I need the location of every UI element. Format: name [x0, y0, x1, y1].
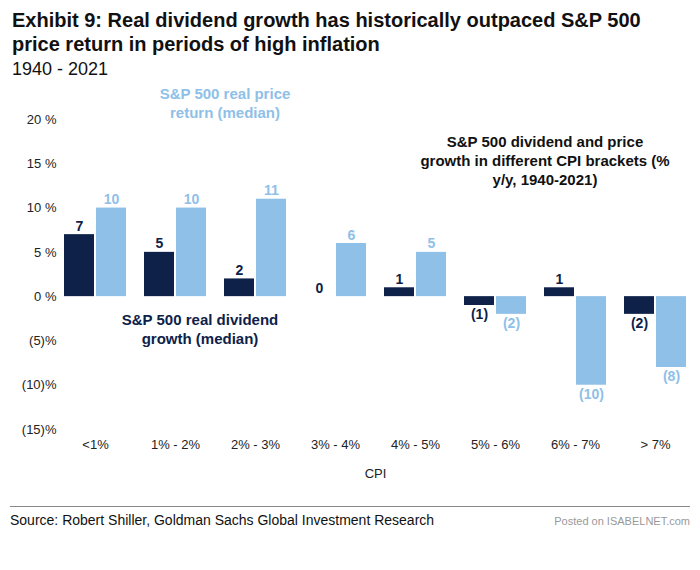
- svg-text:1: 1: [396, 271, 404, 287]
- svg-text:5% - 6%: 5% - 6%: [471, 437, 521, 452]
- svg-text:0: 0: [316, 280, 324, 296]
- html-text:Posted on ISABELNET.com: Posted on ISABELNET.com: [554, 515, 690, 527]
- svg-text:5 %: 5 %: [34, 245, 57, 260]
- svg-text:(8): (8): [663, 368, 680, 384]
- svg-text:> 7%: > 7%: [641, 437, 671, 452]
- svg-text:(2): (2): [503, 315, 520, 331]
- svg-text:7: 7: [76, 218, 84, 234]
- svg-text:(5)%: (5)%: [29, 333, 57, 348]
- svg-text:(1): (1): [471, 306, 488, 322]
- html-text:S&P 500 real price return (med: S&P 500 real price return (median): [159, 85, 291, 121]
- svg-text:15 %: 15 %: [27, 156, 57, 171]
- html-text:Exhibit 9: Real dividend growt: Exhibit 9: Real dividend growth has hist…: [12, 9, 641, 55]
- svg-text:11: 11: [264, 182, 279, 198]
- html-text:S&P 500 dividend and price gro: S&P 500 dividend and price growth in dif…: [420, 133, 670, 188]
- svg-text:<1%: <1%: [82, 437, 109, 452]
- svg-text:1: 1: [556, 271, 564, 287]
- svg-text:5: 5: [428, 235, 436, 251]
- svg-text:10: 10: [104, 191, 120, 207]
- svg-text:6: 6: [348, 227, 356, 243]
- svg-text:0 %: 0 %: [34, 289, 57, 304]
- svg-text:(2): (2): [631, 315, 648, 331]
- svg-text:20 %: 20 %: [27, 112, 57, 127]
- html-text:S&P 500 real dividend growth (: S&P 500 real dividend growth (median): [121, 311, 279, 347]
- svg-text:3% - 4%: 3% - 4%: [311, 437, 361, 452]
- svg-text:5: 5: [156, 235, 164, 251]
- html-text:1940 - 2021: 1940 - 2021: [12, 59, 109, 79]
- svg-text:CPI: CPI: [365, 466, 387, 481]
- svg-text:(10): (10): [579, 386, 604, 402]
- svg-text:2: 2: [236, 262, 244, 278]
- svg-text:1% - 2%: 1% - 2%: [151, 437, 201, 452]
- svg-text:4% - 5%: 4% - 5%: [391, 437, 441, 452]
- svg-text:(15)%: (15)%: [22, 422, 57, 437]
- svg-text:(10)%: (10)%: [22, 377, 57, 392]
- html-text:Source: Robert Shiller, Goldma: Source: Robert Shiller, Goldman Sachs Gl…: [10, 512, 435, 528]
- svg-text:10: 10: [184, 191, 200, 207]
- svg-text:10 %: 10 %: [27, 200, 57, 215]
- svg-text:2% - 3%: 2% - 3%: [231, 437, 281, 452]
- svg-text:6% - 7%: 6% - 7%: [551, 437, 601, 452]
